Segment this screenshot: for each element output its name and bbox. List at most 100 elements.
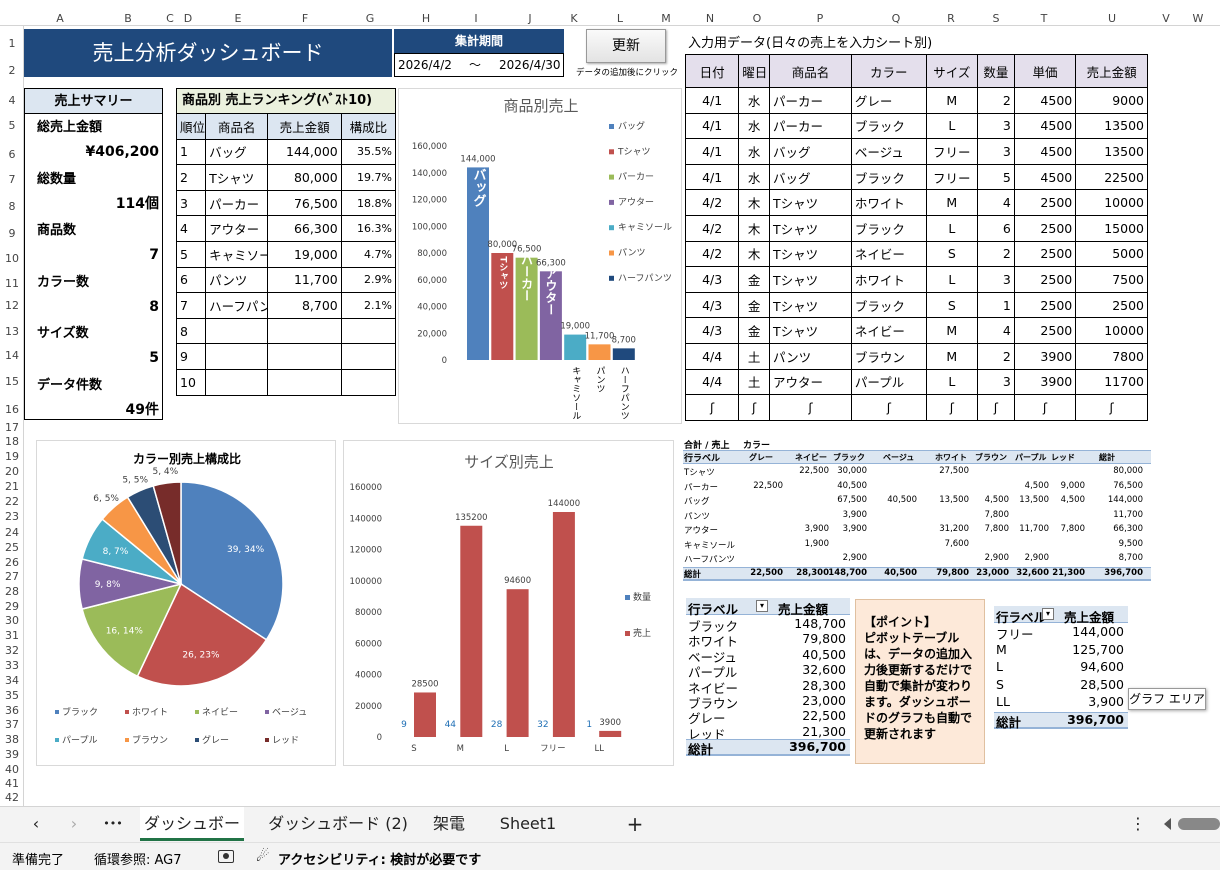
input-cell[interactable]: 水 xyxy=(738,112,770,140)
more-sheets-button[interactable]: ••• xyxy=(103,817,123,830)
pivot-cell[interactable]: パーカー xyxy=(684,482,719,493)
input-cell[interactable]: 水 xyxy=(738,163,770,191)
ranking-cell[interactable] xyxy=(340,317,397,345)
input-cell[interactable]: 10000 xyxy=(1075,317,1148,344)
summary-value[interactable]: ¥406,200 xyxy=(85,144,159,160)
input-cell[interactable]: 土 xyxy=(738,368,770,396)
ranking-cell[interactable]: 10 xyxy=(175,368,207,396)
row-header[interactable]: 12 xyxy=(5,299,19,312)
input-cell[interactable]: 9000 xyxy=(1075,87,1148,114)
input-cell[interactable]: 22500 xyxy=(1075,163,1148,191)
input-cell[interactable]: 2500 xyxy=(1013,240,1077,268)
input-cell[interactable]: 4/3 xyxy=(684,317,740,344)
column-header[interactable]: I xyxy=(474,12,478,25)
row-header[interactable]: 19 xyxy=(5,450,19,463)
column-header[interactable]: C xyxy=(166,12,174,25)
row-header[interactable]: 33 xyxy=(5,659,19,672)
next-sheet-button[interactable]: › xyxy=(70,814,78,833)
summary-label[interactable]: 総数量 xyxy=(37,171,77,187)
pivot-cell[interactable]: 総計 xyxy=(684,569,702,580)
column-header[interactable]: F xyxy=(301,12,309,25)
input-cell[interactable]: 4/1 xyxy=(684,87,740,114)
tab-sheet1[interactable]: Sheet1 xyxy=(499,814,557,833)
pivot-cell[interactable]: キャミソール xyxy=(684,540,736,551)
tab-dashboard[interactable]: ダッシュボード xyxy=(140,807,244,867)
input-cell[interactable]: 金 xyxy=(738,266,770,293)
pivot-col-header[interactable]: ベージュ xyxy=(883,453,915,462)
ranking-cell[interactable]: 6 xyxy=(175,266,207,294)
column-header[interactable]: H xyxy=(421,12,431,25)
pivot-header-bg[interactable] xyxy=(686,598,850,615)
row-header[interactable]: 30 xyxy=(5,614,19,627)
row-header[interactable]: 17 xyxy=(5,421,19,434)
size-sales-chart[interactable]: サイズ別売上 0 20000 40000 60000 80000 100000 120000 1… xyxy=(343,440,674,766)
input-cell[interactable]: 3900 xyxy=(1013,368,1077,396)
pivot-col-header[interactable]: ブラウン xyxy=(975,453,1007,462)
row-header[interactable]: 25 xyxy=(5,541,19,554)
column-header[interactable]: N xyxy=(705,12,715,25)
row-header[interactable]: 15 xyxy=(5,375,19,388)
bar[interactable] xyxy=(552,512,575,737)
bar[interactable] xyxy=(460,525,483,737)
macro-record-icon[interactable] xyxy=(218,850,234,863)
input-cell[interactable]: L xyxy=(925,112,978,140)
column-header[interactable]: W xyxy=(1192,12,1204,25)
summary-value[interactable]: 8 xyxy=(149,298,159,315)
input-cell[interactable]: ʃ xyxy=(1013,394,1077,421)
pivot-total-bg[interactable] xyxy=(994,712,1128,729)
column-header[interactable]: A xyxy=(56,12,64,25)
row-header[interactable]: 18 xyxy=(5,435,19,448)
input-cell[interactable]: ʃ xyxy=(684,394,740,421)
input-cell[interactable]: 木 xyxy=(738,240,770,268)
column-header[interactable]: J xyxy=(528,12,532,25)
bar[interactable] xyxy=(612,348,635,360)
input-cell[interactable]: 4500 xyxy=(1013,163,1077,191)
row-header[interactable]: 26 xyxy=(5,556,19,569)
input-cell[interactable]: 4500 xyxy=(1013,87,1077,114)
bar[interactable] xyxy=(515,257,538,360)
row-header[interactable]: 23 xyxy=(5,510,19,523)
ranking-cell[interactable]: 4.7% xyxy=(340,240,397,268)
input-cell[interactable]: 4500 xyxy=(1013,112,1077,140)
input-cell[interactable]: 4500 xyxy=(1013,138,1077,165)
summary-label[interactable]: サイズ数 xyxy=(37,326,89,341)
input-cell[interactable]: 4/3 xyxy=(684,291,740,319)
column-header[interactable]: Q xyxy=(891,12,901,25)
column-header[interactable]: K xyxy=(570,12,578,25)
row-header[interactable]: 5 xyxy=(8,119,16,132)
pivot-table-color[interactable]: 合計 / 売上 カラー 行ラベル グレー ネイビー ブラック ベージュ ホワイト ブラウン パープ… xyxy=(683,438,1151,584)
summary-value[interactable]: 7 xyxy=(149,247,159,263)
ranking-cell[interactable]: ハーフパン xyxy=(205,292,269,319)
input-cell[interactable]: S xyxy=(925,291,978,319)
input-cell[interactable]: ブラック xyxy=(850,112,927,140)
row-header[interactable]: 6 xyxy=(8,148,16,161)
input-cell[interactable]: 3 xyxy=(976,138,1015,165)
input-cell[interactable]: ベージュ xyxy=(850,138,927,165)
column-header[interactable]: P xyxy=(816,12,824,25)
input-cell[interactable]: 3 xyxy=(976,112,1015,140)
input-cell[interactable]: ネイビー xyxy=(850,240,927,268)
input-cell[interactable]: 11700 xyxy=(1075,368,1148,396)
scroll-left-icon[interactable] xyxy=(1164,818,1171,830)
input-cell[interactable]: 2 xyxy=(976,342,1015,370)
input-cell[interactable]: 2500 xyxy=(1013,317,1077,344)
input-cell[interactable]: M xyxy=(925,189,978,216)
input-cell[interactable]: M xyxy=(925,87,978,114)
input-cell[interactable]: ʃ xyxy=(1075,394,1148,421)
input-cell[interactable]: 4/3 xyxy=(684,266,740,293)
input-cell[interactable]: 13500 xyxy=(1075,138,1148,165)
more-options-icon[interactable]: ⋮ xyxy=(1130,814,1146,833)
input-cell[interactable]: Tシャツ xyxy=(768,240,852,268)
prev-sheet-button[interactable]: ‹ xyxy=(32,814,40,833)
column-header[interactable]: G xyxy=(365,12,375,25)
period-start[interactable]: 2026/4/2 xyxy=(398,58,452,72)
row-header[interactable]: 38 xyxy=(5,733,19,746)
input-cell[interactable]: 2500 xyxy=(1013,189,1077,216)
pivot-row-label[interactable]: M xyxy=(996,641,1007,657)
ranking-cell[interactable] xyxy=(267,317,342,345)
input-cell[interactable]: 木 xyxy=(738,214,770,242)
pivot-row-label[interactable]: L xyxy=(996,659,1003,675)
bar[interactable] xyxy=(467,167,489,360)
bar[interactable] xyxy=(491,253,514,360)
input-cell[interactable]: 13500 xyxy=(1075,112,1148,140)
